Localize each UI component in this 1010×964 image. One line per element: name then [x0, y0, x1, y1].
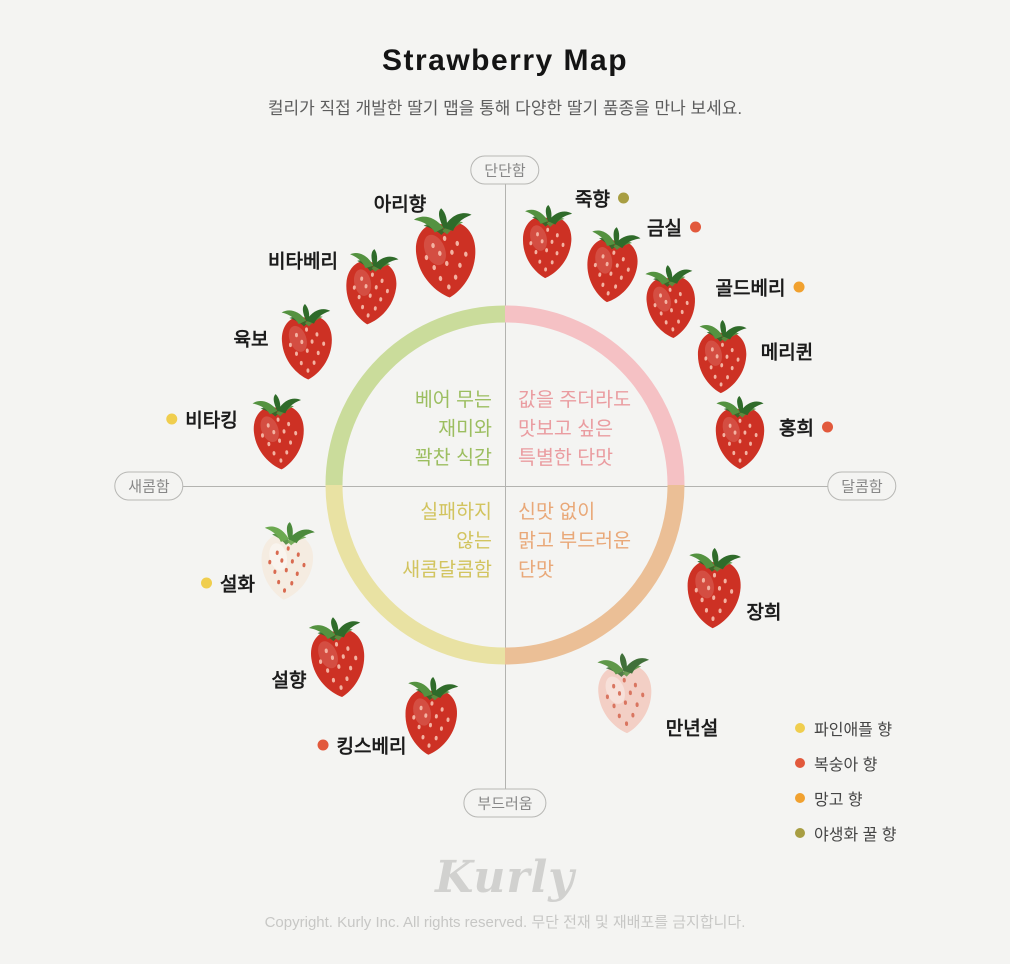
- variety-label: 아리향: [374, 190, 426, 217]
- strawberry-image: [697, 320, 747, 394]
- scent-dot-icon: [617, 192, 629, 204]
- ring-arc-top-left: [325, 305, 506, 486]
- kurly-logo: Kurly: [435, 852, 575, 903]
- variety-name: 메리퀸: [760, 342, 814, 364]
- page-subtitle: 컬리가 직접 개발한 딸기 맵을 통해 다양한 딸기 품종을 만나 보세요.: [267, 99, 743, 118]
- variety-label: 골드베리: [716, 274, 805, 301]
- strawberry-image: [522, 205, 573, 279]
- quadrant-note-line: 맛보고 싶은: [518, 418, 614, 440]
- quadrant-note-line: 맑고 부드러운: [518, 530, 632, 552]
- variety-name: 골드베리: [715, 278, 786, 300]
- axis-label-firm: 단단함: [470, 155, 540, 185]
- quadrant-note-line: 않는: [456, 530, 492, 552]
- variety-label: 장희: [747, 598, 782, 625]
- variety-label: 설향: [272, 666, 307, 693]
- strawberry-image: [308, 616, 365, 697]
- copyright-text: Copyright. Kurly Inc. All rights reserve…: [264, 914, 746, 931]
- variety-name: 아리향: [373, 194, 427, 216]
- strawberry-image: [597, 652, 652, 733]
- quadrant-note-line: 새콤달콤함: [402, 559, 492, 581]
- variety-label: 설화: [201, 570, 255, 597]
- strawberry-image: [645, 265, 695, 339]
- legend-item: 복숭아 향: [795, 751, 897, 775]
- variety-name: 설화: [220, 574, 255, 596]
- quadrant-note-line: 꽉찬 식감: [414, 447, 492, 469]
- legend-item: 야생화 꿀 향: [795, 821, 897, 845]
- legend-label: 파인애플 향: [814, 722, 893, 739]
- variety-label: 비타킹: [166, 406, 238, 433]
- variety-label: 홍희: [779, 414, 833, 441]
- variety-label: 킹스베리: [317, 732, 407, 759]
- legend-label: 망고 향: [814, 792, 863, 809]
- scent-dot-icon: [166, 413, 178, 425]
- strawberry-image: [261, 521, 315, 600]
- quadrant-note-line: 값을 주더라도: [518, 389, 632, 411]
- scent-dot-icon: [795, 758, 805, 768]
- variety-name: 비타킹: [185, 410, 238, 432]
- variety-name: 장희: [746, 602, 782, 624]
- variety-name: 육보: [233, 329, 269, 351]
- variety-label: 육보: [234, 325, 269, 352]
- scent-dot-icon: [317, 739, 329, 751]
- variety-label: 메리퀸: [761, 338, 813, 365]
- ring-arc-bottom-left: [325, 484, 506, 665]
- variety-label: 죽향: [575, 185, 629, 212]
- scent-dot-icon: [795, 828, 805, 838]
- horizontal-axis-line: [181, 486, 831, 487]
- scent-dot-icon: [793, 281, 805, 293]
- variety-name: 홍희: [779, 418, 814, 440]
- strawberry-image: [413, 207, 476, 298]
- variety-name: 설향: [271, 670, 307, 692]
- legend-label: 야생화 꿀 향: [814, 827, 897, 844]
- scent-dot-icon: [821, 421, 833, 433]
- strawberry-image: [281, 303, 332, 380]
- quadrant-note-line: 신맛 없이: [518, 501, 596, 523]
- variety-name: 죽향: [575, 189, 610, 211]
- vertical-axis-line: [505, 184, 506, 790]
- quadrant-note-line: 단맛: [518, 559, 554, 581]
- legend-label: 복숭아 향: [814, 757, 878, 774]
- quadrant-note-line: 재미와: [438, 418, 492, 440]
- variety-name: 킹스베리: [336, 736, 407, 758]
- legend-item: 망고 향: [795, 786, 897, 810]
- variety-label: 금실: [647, 214, 701, 241]
- ring-arc-bottom-right: [504, 484, 685, 665]
- axis-label-soft: 부드러움: [463, 788, 547, 818]
- strawberry-image: [405, 676, 459, 755]
- page-title: Strawberry Map: [381, 44, 629, 77]
- strawberry-image: [346, 249, 399, 325]
- axis-label-sweet: 달콤함: [827, 471, 897, 501]
- scent-dot-icon: [795, 793, 805, 803]
- legend-item: 파인애플 향: [795, 716, 897, 740]
- scent-dot-icon: [201, 577, 213, 589]
- strawberry-image: [587, 227, 641, 303]
- variety-label: 만년설: [666, 714, 718, 741]
- quadrant-note-line: 실패하지: [420, 501, 492, 523]
- quadrant-note-line: 특별한 단맛: [518, 447, 614, 469]
- strawberry-image: [715, 396, 765, 470]
- axis-label-sour: 새콤함: [114, 471, 184, 501]
- strawberry-image: [687, 547, 741, 628]
- variety-name: 금실: [647, 218, 682, 240]
- ring-arc-top-right: [504, 305, 685, 486]
- variety-name: 만년설: [665, 718, 719, 740]
- variety-name: 비타베리: [268, 251, 338, 273]
- strawberry-image: [252, 394, 304, 470]
- quadrant-note-line: 베어 무는: [414, 389, 492, 411]
- scent-dot-icon: [795, 723, 805, 733]
- variety-label: 비타베리: [268, 247, 338, 274]
- scent-dot-icon: [689, 221, 701, 233]
